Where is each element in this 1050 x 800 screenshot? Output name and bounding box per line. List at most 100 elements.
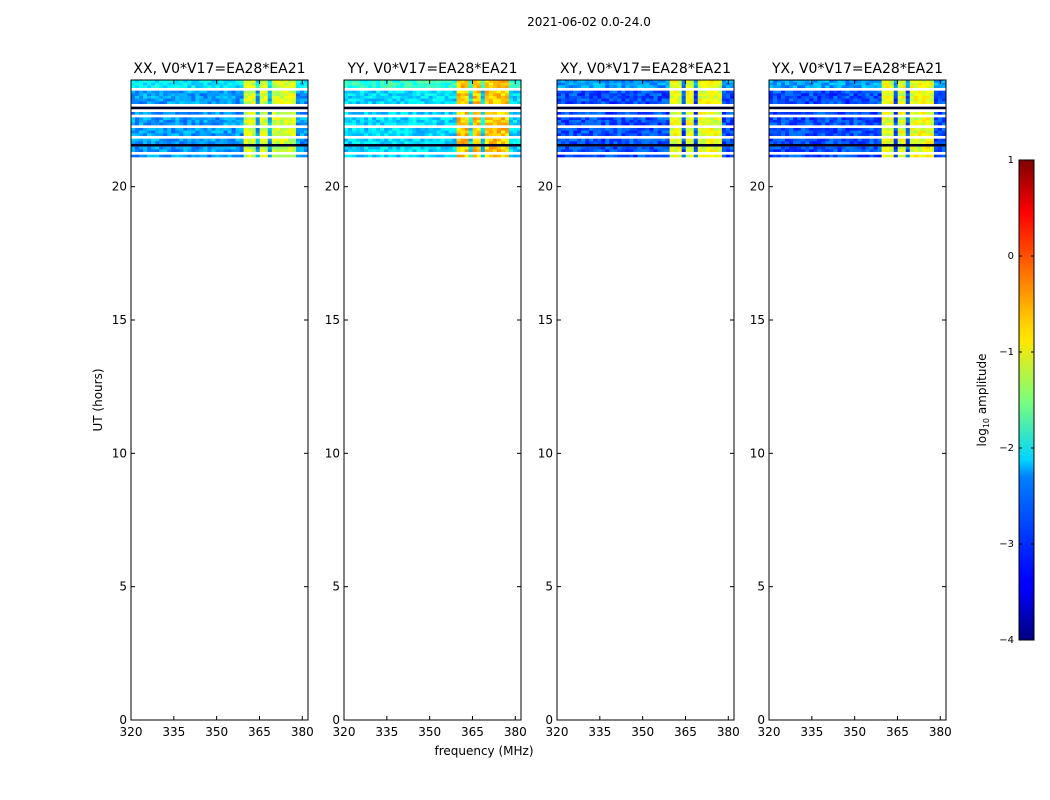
heatmap-cell <box>897 85 903 89</box>
heatmap-cell <box>464 138 470 142</box>
heatmap-cell <box>344 80 349 83</box>
heatmap-cell <box>227 130 232 134</box>
heatmap-cell <box>163 122 168 126</box>
heatmap-cell <box>901 93 907 97</box>
heatmap-cell <box>416 80 421 83</box>
heatmap-cell <box>657 101 662 105</box>
heatmap-cell <box>769 85 774 89</box>
heatmap-cell <box>464 96 470 99</box>
flagged-row <box>131 136 308 139</box>
heatmap-cell <box>673 141 678 145</box>
heatmap-cell <box>239 130 244 134</box>
heatmap-cell <box>444 101 449 105</box>
heatmap-cell <box>901 146 907 150</box>
heatmap-cell <box>243 93 248 97</box>
heatmap-cell <box>223 82 228 86</box>
heatmap-cell <box>508 130 514 134</box>
heatmap-cell <box>661 98 666 102</box>
heatmap-cell <box>464 90 470 94</box>
heatmap-cell <box>432 154 437 158</box>
heatmap-cell <box>909 85 915 89</box>
heatmap-cell <box>917 120 923 123</box>
flagged-row <box>769 114 946 118</box>
heatmap-cell <box>484 85 490 89</box>
heatmap-cell <box>428 80 433 83</box>
heatmap-cell <box>452 133 457 137</box>
heatmap-cell <box>155 122 160 126</box>
heatmap-cell <box>255 146 261 150</box>
heatmap-cell <box>388 82 393 86</box>
heatmap-cell <box>681 133 687 137</box>
heatmap-cell <box>159 90 164 94</box>
heatmap-cell <box>817 128 822 131</box>
heatmap-cell <box>295 120 301 123</box>
heatmap-cell <box>259 93 265 97</box>
heatmap-cell <box>476 112 482 115</box>
heatmap-cell <box>404 141 409 145</box>
heatmap-cell <box>151 93 156 97</box>
heatmap-cell <box>677 93 683 97</box>
heatmap-cell <box>263 93 269 97</box>
heatmap-cell <box>901 120 907 123</box>
heatmap-cell <box>797 130 802 134</box>
heatmap-cell <box>657 149 662 153</box>
heatmap-cell <box>380 98 385 102</box>
heatmap-cell <box>697 80 703 83</box>
heatmap-cell <box>199 93 204 97</box>
heatmap-cell <box>821 112 826 115</box>
heatmap-cell <box>681 117 687 121</box>
heatmap-cell <box>617 96 622 99</box>
heatmap-cell <box>565 120 570 123</box>
heatmap-cell <box>135 128 140 131</box>
heatmap-cell <box>773 82 778 86</box>
heatmap-cell <box>131 149 136 153</box>
heatmap-cell <box>215 128 220 131</box>
heatmap-cell <box>601 85 606 89</box>
heatmap-cell <box>893 96 899 99</box>
heatmap-cell <box>677 122 683 126</box>
heatmap-cell <box>869 130 874 134</box>
heatmap-cell <box>893 128 899 131</box>
heatmap-cell <box>869 138 874 142</box>
y-tick-label: 10 <box>750 446 765 460</box>
heatmap-cell <box>231 130 236 134</box>
heatmap-cell <box>504 98 510 102</box>
heatmap-cell <box>163 128 168 131</box>
heatmap-cell <box>380 133 385 137</box>
heatmap-cell <box>516 80 522 83</box>
heatmap-cell <box>163 101 168 105</box>
heatmap-cell <box>569 141 574 145</box>
heatmap-cell <box>436 80 441 83</box>
heatmap-cell <box>231 93 236 97</box>
heatmap-cell <box>452 80 457 83</box>
heatmap-cell <box>279 120 285 123</box>
heatmap-cell <box>215 85 220 89</box>
heatmap-cell <box>909 130 915 134</box>
heatmap-cell <box>356 98 361 102</box>
heatmap-cell <box>368 117 373 121</box>
heatmap-cell <box>239 154 244 158</box>
heatmap-cell <box>468 82 474 86</box>
heatmap-cell <box>585 117 590 121</box>
heatmap-cell <box>295 96 301 99</box>
heatmap-cell <box>344 96 349 99</box>
heatmap-cell <box>705 93 711 97</box>
heatmap-cell <box>573 141 578 145</box>
heatmap-cell <box>845 138 850 142</box>
heatmap-cell <box>368 149 373 153</box>
heatmap-cell <box>291 130 297 134</box>
heatmap-cell <box>235 133 240 137</box>
heatmap-cell <box>484 96 490 99</box>
heatmap-cell <box>805 98 810 102</box>
heatmap-cell <box>653 122 658 126</box>
heatmap-cell <box>729 82 735 86</box>
heatmap-cell <box>809 120 814 123</box>
heatmap-cell <box>857 85 862 89</box>
heatmap-cell <box>143 85 148 89</box>
heatmap-cell <box>368 112 373 115</box>
heatmap-cell <box>500 96 506 99</box>
heatmap-cell <box>279 146 285 150</box>
heatmap-cell <box>861 117 866 121</box>
heatmap-cell <box>833 85 838 89</box>
heatmap-cell <box>921 120 927 123</box>
